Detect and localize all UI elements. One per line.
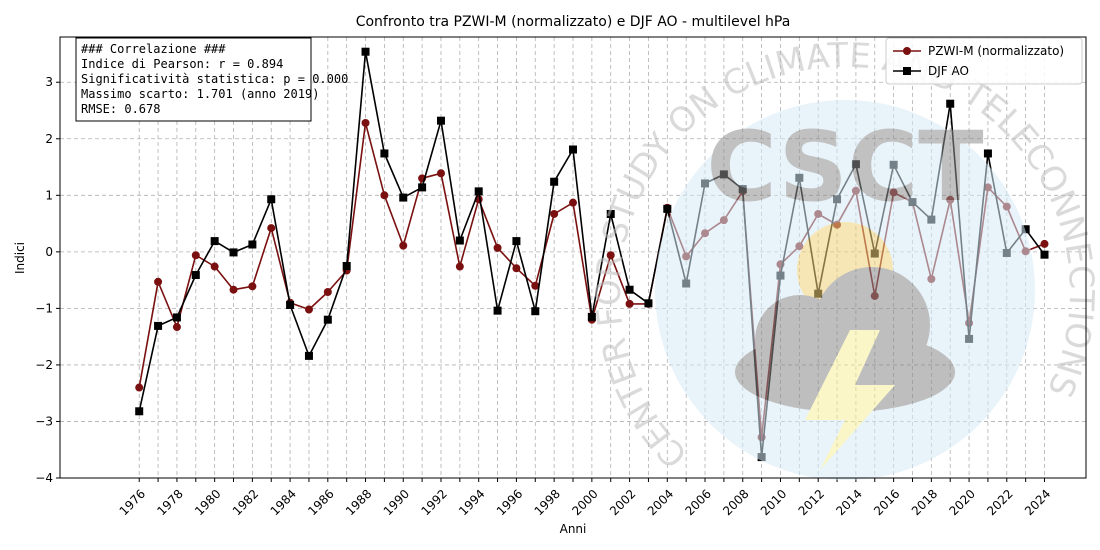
data-point [342, 261, 351, 270]
y-tick-label: 1 [45, 188, 53, 202]
data-point [983, 149, 992, 158]
data-point [587, 312, 596, 321]
data-point [210, 262, 219, 271]
data-point [512, 237, 521, 246]
data-point [191, 251, 200, 260]
y-tick-label: −2 [35, 358, 53, 372]
stats-box: ### Correlazione ### Indice di Pearson: … [75, 37, 348, 122]
data-point [380, 149, 389, 158]
watermark-logo: CSCT CENTER FOR STUDY ON CLIMATE AND TEL… [589, 36, 1100, 480]
stats-line-5: RMSE: 0.678 [81, 102, 160, 116]
data-point [248, 240, 257, 249]
data-point [531, 281, 540, 290]
data-point [361, 118, 370, 127]
data-point [1040, 239, 1049, 248]
data-point [323, 315, 332, 324]
data-point [191, 271, 200, 280]
data-point [550, 209, 559, 218]
data-point [474, 187, 483, 196]
data-point [436, 116, 445, 125]
data-point [267, 195, 276, 204]
data-point [663, 204, 672, 213]
legend: PZWI-M (normalizzato) DJF AO [885, 37, 1083, 85]
y-tick-label: −4 [35, 471, 53, 485]
y-tick-label: −1 [35, 301, 53, 315]
legend-swatch-marker-1 [903, 67, 911, 75]
data-point [304, 351, 313, 360]
data-point [512, 264, 521, 273]
data-point [569, 145, 577, 154]
data-point [625, 285, 634, 294]
data-point [625, 299, 634, 308]
data-point [418, 183, 427, 192]
data-point [606, 209, 615, 218]
data-point [455, 262, 464, 271]
stats-line-2: Indice di Pearson: r = 0.894 [81, 57, 283, 71]
data-point [172, 313, 181, 322]
chart-title: Confronto tra PZWI-M (normalizzato) e DJ… [356, 14, 791, 30]
y-tick-label: 3 [45, 75, 53, 89]
data-point [286, 300, 295, 309]
data-point [436, 169, 445, 178]
data-point [229, 248, 238, 257]
data-point [154, 277, 163, 286]
data-point [569, 198, 577, 207]
data-point [531, 307, 540, 316]
data-point [304, 305, 313, 314]
watermark-logo-letters: CSCT [706, 111, 983, 223]
x-axis-label: Anni [560, 522, 587, 536]
data-point [229, 285, 238, 294]
data-point [135, 407, 144, 416]
cloud-icon [735, 267, 955, 412]
lightning-icon [805, 330, 895, 470]
data-point [135, 383, 144, 392]
y-axis-ticks: −4 −3 −2 −1 0 1 2 3 [35, 75, 60, 485]
data-point [248, 282, 257, 291]
stats-line-1: ### Correlazione ### [81, 42, 226, 56]
data-point [210, 237, 219, 246]
data-point [380, 191, 389, 200]
data-point [550, 177, 559, 186]
data-point [1021, 225, 1030, 234]
y-tick-label: 0 [45, 245, 53, 259]
stats-line-4: Massimo scarto: 1.701 (anno 2019) [81, 87, 319, 101]
data-point [455, 236, 464, 245]
data-point [399, 241, 408, 250]
data-point [323, 287, 332, 296]
legend-frame [885, 37, 1083, 85]
data-point [172, 323, 181, 332]
legend-swatch-marker-0 [903, 47, 911, 55]
data-point [493, 306, 502, 315]
data-point [399, 193, 408, 202]
stats-box-frame [75, 37, 312, 122]
y-tick-label: 2 [45, 132, 53, 146]
watermark-cloud-right [814, 267, 930, 383]
data-point [361, 47, 370, 56]
data-point [644, 299, 653, 308]
data-point [1040, 250, 1049, 259]
data-point [606, 251, 615, 260]
y-axis-label: Indici [13, 242, 27, 274]
y-tick-label: −3 [35, 414, 53, 428]
legend-label-0: PZWI-M (normalizzato) [928, 44, 1064, 58]
data-point [946, 99, 955, 108]
data-point [493, 243, 502, 252]
legend-label-1: DJF AO [928, 64, 969, 78]
stats-line-3: Significatività statistica: p = 0.000 [81, 72, 348, 86]
data-point [267, 224, 276, 233]
plot-frame [59, 36, 1087, 479]
data-point [154, 321, 163, 330]
